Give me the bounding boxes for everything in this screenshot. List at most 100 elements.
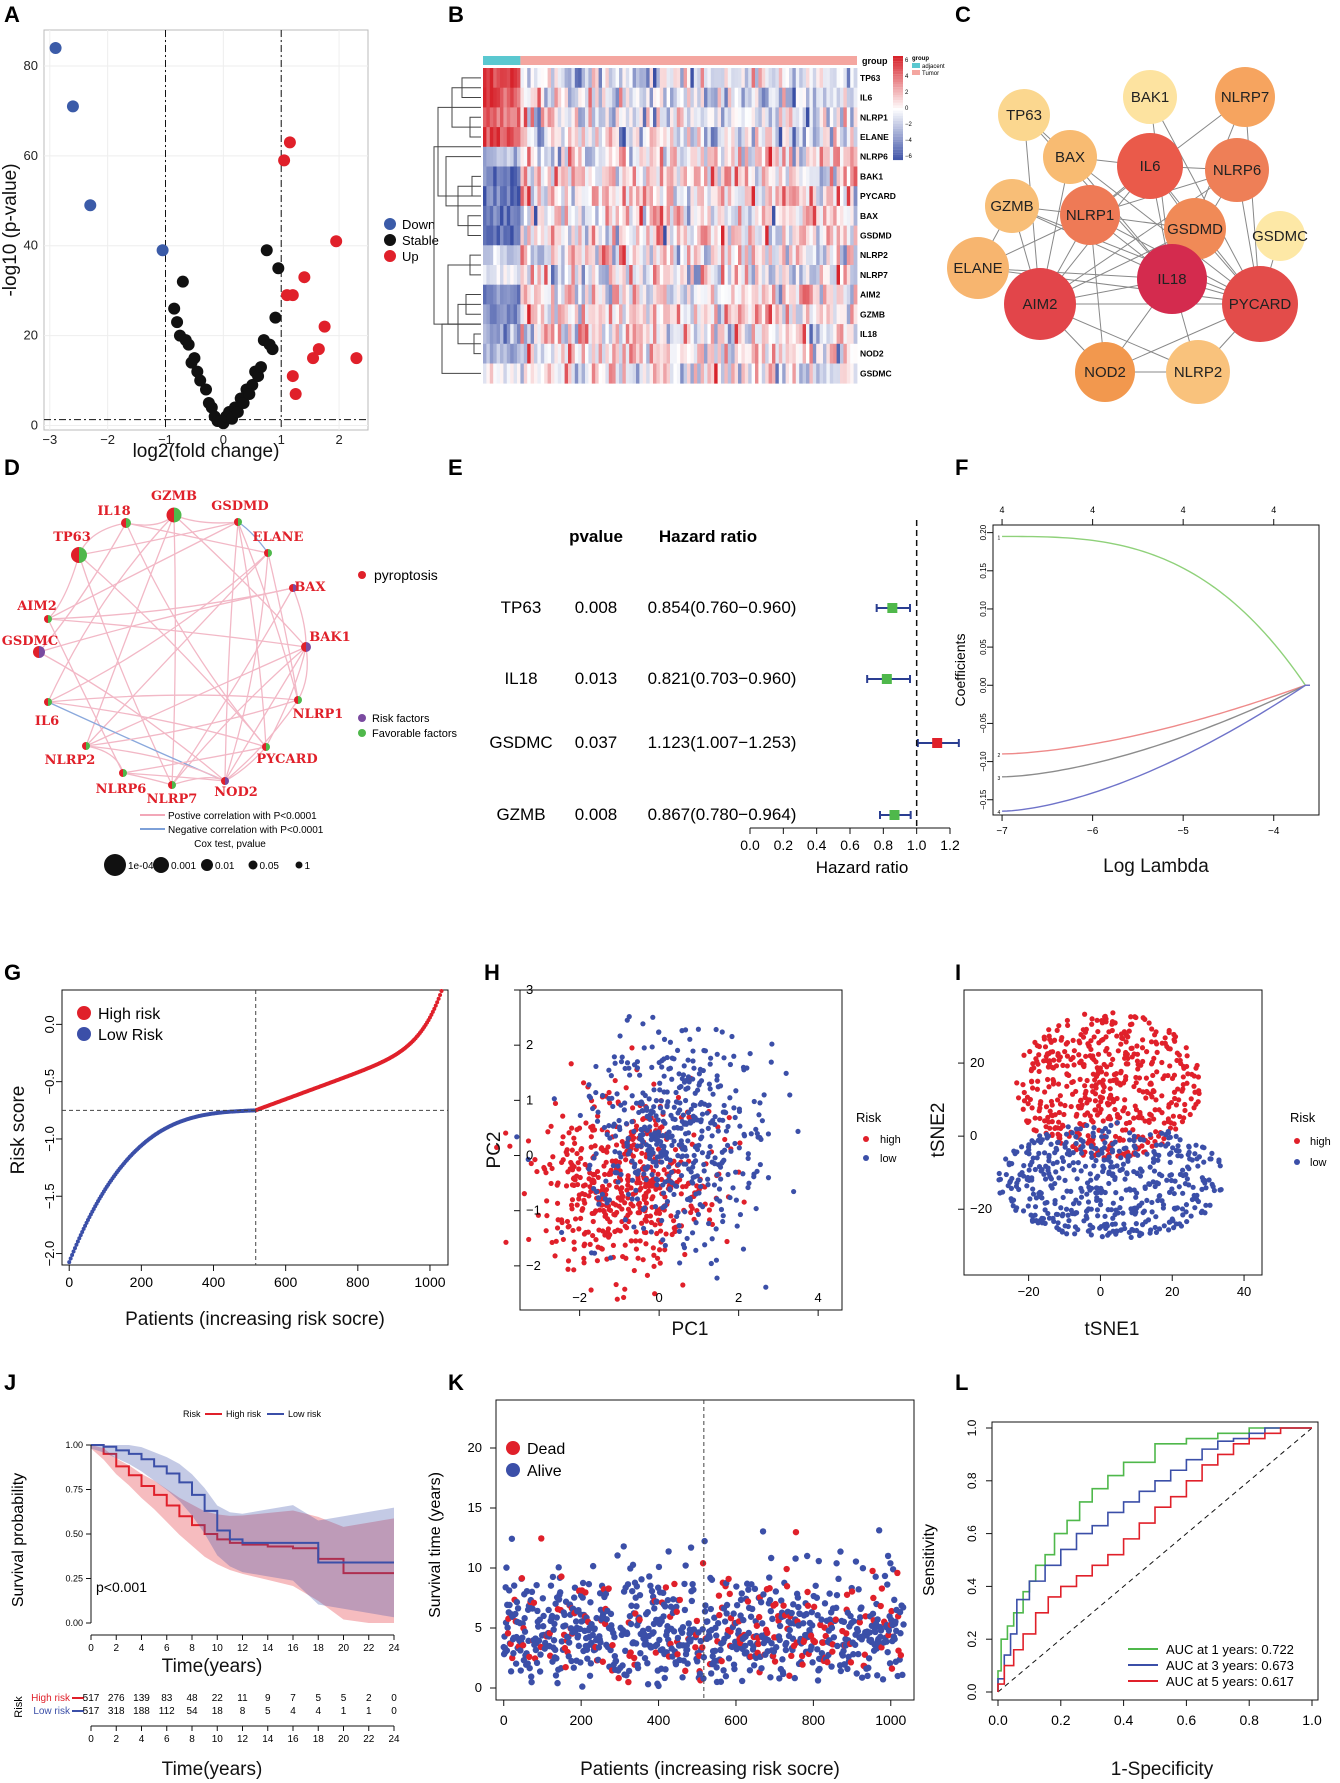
point-k-alive xyxy=(565,1639,573,1646)
point-i-low xyxy=(1030,1186,1036,1192)
point-i-high xyxy=(1095,1066,1101,1072)
risk-table-time: 2 xyxy=(113,1734,119,1745)
heat-cell xyxy=(853,304,858,325)
point-h-high xyxy=(694,1183,700,1189)
heat-cell xyxy=(812,363,817,384)
heat-cell xyxy=(687,146,691,167)
point-h-low xyxy=(617,1033,623,1039)
point-i-high xyxy=(1056,1119,1062,1125)
heat-cell xyxy=(510,87,514,108)
heat-cell xyxy=(765,107,769,128)
node-d-half-nlrp7 xyxy=(168,781,172,789)
heat-cell xyxy=(850,205,854,226)
point-h-low xyxy=(607,1135,613,1141)
heat-cell xyxy=(768,245,773,266)
heat-cell xyxy=(799,363,803,384)
ylabel-a: -log10 (p-value) xyxy=(0,163,21,296)
heat-cell xyxy=(758,186,763,207)
point-h-high xyxy=(595,1244,601,1250)
point-i-low xyxy=(1063,1131,1070,1137)
point-h-high xyxy=(507,1143,513,1149)
edge-d xyxy=(78,554,267,748)
ytick-j: 0.75 xyxy=(65,1485,83,1495)
heat-cell xyxy=(520,107,525,128)
heat-cell xyxy=(653,304,657,325)
heat-cell xyxy=(581,87,586,108)
heat-cell xyxy=(523,363,528,384)
heat-cell xyxy=(833,68,837,89)
point-h-high xyxy=(547,1161,553,1168)
ytick-f: −0.05 xyxy=(979,713,988,734)
point-h-low xyxy=(741,1133,748,1139)
point-h-low xyxy=(667,1065,674,1071)
node-label-c-elane: ELANE xyxy=(953,260,1002,277)
point-i-low xyxy=(1079,1188,1085,1194)
heat-cell xyxy=(717,265,722,286)
point-h-high xyxy=(588,1144,594,1150)
point-h-high xyxy=(628,1201,634,1207)
point-i-low xyxy=(1106,1180,1112,1187)
heat-cell xyxy=(714,284,718,305)
point-k-alive xyxy=(579,1683,586,1690)
point-i-low xyxy=(1187,1156,1193,1162)
heat-cell xyxy=(775,127,780,148)
heat-cell xyxy=(659,146,664,167)
heat-cell xyxy=(557,343,562,364)
heat-cell xyxy=(520,284,525,305)
heat-cell xyxy=(826,284,831,305)
heat-cell xyxy=(619,127,623,148)
heat-cell xyxy=(734,363,739,384)
heat-cell xyxy=(625,363,630,384)
heat-cell xyxy=(619,245,623,266)
heat-cell xyxy=(636,324,640,345)
point-h-low xyxy=(728,1148,734,1154)
point-i-high xyxy=(1055,1131,1061,1137)
heat-cell xyxy=(557,225,562,246)
heat-cell xyxy=(489,324,494,345)
point-k-alive xyxy=(540,1612,547,1620)
heat-cell xyxy=(704,205,708,226)
heat-cell xyxy=(612,343,616,364)
heat-cell xyxy=(646,225,650,246)
heat-cell xyxy=(755,205,759,226)
panel-letter-b: B xyxy=(448,2,464,27)
heat-cell xyxy=(673,87,678,108)
heat-cell xyxy=(642,127,647,148)
heat-cell xyxy=(717,225,722,246)
heat-cell xyxy=(493,205,497,226)
heat-cell xyxy=(687,186,691,207)
pvalue-e: 0.008 xyxy=(575,598,618,617)
row-label-nlrp6: NLRP6 xyxy=(860,152,888,162)
heat-cell xyxy=(568,324,572,345)
point-i-high xyxy=(1050,1081,1057,1087)
point-i-low xyxy=(1156,1226,1163,1232)
point-i-low xyxy=(1105,1207,1111,1213)
point-i-low xyxy=(1116,1148,1122,1154)
heat-cell xyxy=(761,363,766,384)
point-h-low xyxy=(681,1245,688,1251)
heat-cell xyxy=(574,166,579,187)
point-i-low xyxy=(1210,1184,1216,1190)
heat-cell xyxy=(765,343,769,364)
point-h-high xyxy=(644,1272,651,1278)
heat-cell xyxy=(768,146,773,167)
heat-cell xyxy=(663,166,667,187)
heat-cell xyxy=(809,146,814,167)
point-i-low xyxy=(1036,1190,1042,1197)
point-i-high xyxy=(1014,1080,1020,1086)
heat-cell xyxy=(789,265,793,286)
legend-h-low-swatch xyxy=(863,1155,869,1161)
point-h-high xyxy=(639,1150,645,1156)
hr-e: 0.821(0.703−0.960) xyxy=(648,669,797,688)
ytick-g: 0.0 xyxy=(42,1015,57,1033)
heat-cell xyxy=(683,304,688,325)
point-i-low xyxy=(1046,1215,1053,1221)
heat-cell xyxy=(554,343,559,364)
edge-d xyxy=(47,618,124,774)
edge-d xyxy=(47,694,299,703)
point-k-alive xyxy=(572,1618,580,1625)
heat-cell xyxy=(836,205,841,226)
point-h-low xyxy=(732,1114,738,1121)
heat-cell xyxy=(772,245,776,266)
point-h-high xyxy=(591,1127,598,1133)
